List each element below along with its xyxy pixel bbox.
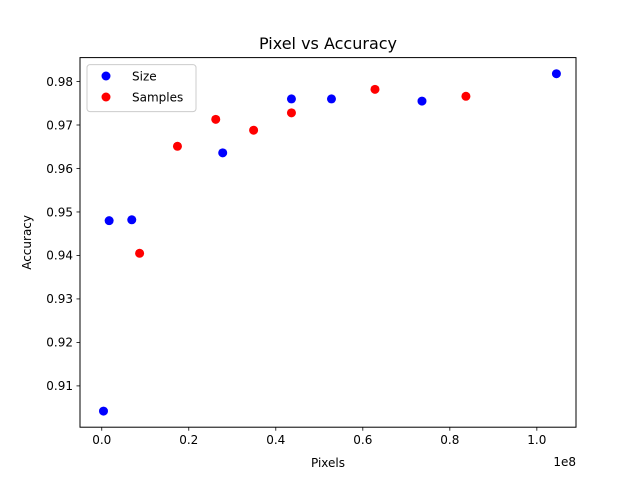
legend-label-samples: Samples xyxy=(132,91,183,105)
y-tick-label: 0.91 xyxy=(46,379,73,393)
legend-marker-size xyxy=(101,71,111,81)
x-tick-label: 0.0 xyxy=(92,433,111,447)
chart-title: Pixel vs Accuracy xyxy=(259,34,397,53)
point-size xyxy=(127,215,137,225)
y-tick-label: 0.92 xyxy=(46,336,73,350)
data-points xyxy=(98,69,561,416)
y-axis-ticks: 0.91 0.92 0.93 0.94 0.95 0.96 0.97 0.98 xyxy=(46,75,80,393)
y-tick-label: 0.96 xyxy=(46,162,73,176)
plot-frame xyxy=(79,57,577,428)
point-samples xyxy=(135,248,145,258)
x-tick-label: 1.0 xyxy=(527,433,546,447)
x-tick-label: 0.4 xyxy=(266,433,285,447)
point-size xyxy=(326,94,336,104)
point-samples xyxy=(286,108,296,118)
plot-area xyxy=(80,57,576,428)
point-size xyxy=(218,148,228,158)
point-samples xyxy=(461,91,471,101)
x-axis-offset-text: 1e8 xyxy=(553,455,576,469)
y-tick-label: 0.98 xyxy=(46,75,73,89)
legend-label-size: Size xyxy=(132,70,157,84)
x-tick-label: 0.8 xyxy=(440,433,459,447)
point-samples xyxy=(211,114,221,124)
y-axis-label: Accuracy xyxy=(20,215,34,270)
point-size xyxy=(104,216,114,226)
point-samples xyxy=(172,141,182,151)
point-size xyxy=(98,406,108,416)
y-tick-label: 0.94 xyxy=(46,249,73,263)
point-size xyxy=(417,96,427,106)
legend-marker-samples xyxy=(101,92,111,102)
legend-box xyxy=(86,64,197,113)
point-samples xyxy=(249,125,259,135)
x-axis-ticks: 0.0 0.2 0.4 0.6 0.8 1.0 xyxy=(92,427,546,447)
x-tick-label: 0.6 xyxy=(353,433,372,447)
x-tick-label: 0.2 xyxy=(179,433,198,447)
point-size xyxy=(286,94,296,104)
y-tick-label: 0.93 xyxy=(46,292,73,306)
x-axis-label: Pixels xyxy=(311,456,345,470)
legend: Size Samples xyxy=(86,64,197,113)
y-tick-label: 0.97 xyxy=(46,118,73,132)
y-tick-label: 0.95 xyxy=(46,205,73,219)
point-samples xyxy=(370,84,380,94)
point-size xyxy=(551,69,561,79)
